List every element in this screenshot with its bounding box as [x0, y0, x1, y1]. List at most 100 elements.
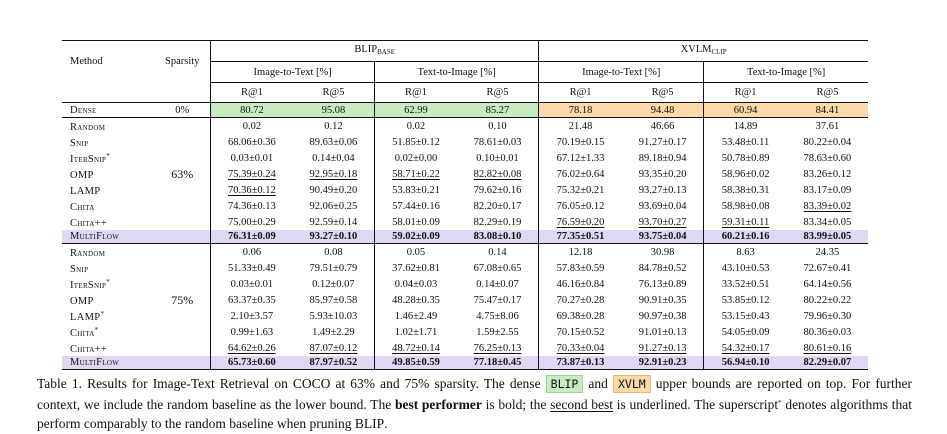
result-cell: 92.06±0.25 [293, 198, 375, 214]
dense-cell: 78.18 [538, 102, 622, 118]
result-value: 64.62±0.26 [228, 342, 276, 354]
caption-second: second best [550, 397, 614, 412]
result-cell: 58.71±0.22 [374, 166, 457, 182]
header-metric: R@1 [374, 82, 457, 103]
method-name: Dense [70, 104, 97, 116]
result-value: 70.33±0.04 [556, 342, 605, 354]
result-value: 93.35±0.20 [638, 168, 687, 180]
result-value: 58.38±0.31 [721, 184, 770, 196]
method-label: Chita++ [70, 344, 108, 356]
result-value: 68.06±0.36 [228, 136, 276, 148]
method-label: Random [70, 248, 106, 260]
result-value: 30.98 [650, 246, 675, 258]
result-cell: 58.96±0.02 [703, 166, 787, 182]
result-value: 83.34±0.05 [803, 216, 852, 228]
model-xvlm-name: XVLM [680, 44, 712, 55]
result-cell: 93.69±0.04 [622, 198, 704, 214]
result-cell: 91.27±0.17 [622, 134, 704, 150]
result-cell: 51.33±0.49 [210, 260, 293, 277]
caption-text: is bold; the [485, 397, 547, 412]
result-cell: 0.10±0.01 [457, 150, 539, 166]
result-cell: 14.89 [703, 117, 787, 134]
result-value: 0.02 [242, 120, 262, 132]
result-cell: 50.78±0.89 [703, 150, 787, 166]
result-cell-best: 82.29±0.07 [786, 356, 868, 370]
result-cell: 70.27±0.28 [538, 292, 622, 309]
result-value: 80.22±0.22 [803, 294, 852, 306]
result-cell-best: 92.91±0.23 [621, 356, 704, 370]
table-row: LAMP 70.36±0.12 90.49±0.20 53.83±0.21 79.62±… [62, 182, 868, 198]
result-cell: 46.16±0.84 [538, 276, 622, 293]
result-cell-best: 65.73±0.60 [210, 356, 293, 370]
result-value: 54.32±0.17 [721, 342, 770, 354]
result-value: 76.59±0.20 [556, 216, 605, 228]
result-value: 0.14 [488, 246, 507, 258]
result-cell: 82.29±0.19 [457, 214, 539, 230]
result-value: 53.48±0.11 [721, 136, 770, 148]
result-value: 90.97±0.38 [638, 310, 687, 322]
result-cell: 80.61±0.16 [787, 340, 868, 356]
result-cell: 37.62±0.81 [374, 260, 457, 277]
result-cell: 0.14±0.07 [457, 276, 539, 292]
result-value: 82.82±0.08 [473, 168, 522, 180]
result-value: 79.96±0.30 [803, 310, 852, 322]
result-value: 70.15±0.52 [556, 326, 605, 338]
result-cell: 30.98 [622, 244, 704, 261]
result-cell: 53.48±0.11 [703, 134, 787, 150]
sparsity-value [154, 182, 210, 198]
dense-cell: 60.94 [703, 102, 787, 118]
table-row: IterSnip* 0.03±0.01 0.12±0.07 0.04±0.03 0.14… [62, 276, 868, 293]
method-name: OMP [62, 166, 154, 182]
result-value: 79.62±0.16 [473, 184, 522, 196]
result-cell: 48.72±0.14 [374, 340, 457, 357]
result-value: 1.46±2.49 [394, 310, 438, 322]
result-cell: 70.19±0.15 [538, 134, 622, 150]
result-value: 1.49±2.29 [312, 326, 355, 338]
method-name: Chita [62, 198, 154, 214]
result-value: 0.05 [406, 246, 426, 258]
caption-text: Results for Image-Text Retrieval on COCO… [87, 376, 541, 391]
result-value: 58.01±0.09 [392, 216, 440, 228]
result-cell: 84.78±0.52 [622, 260, 704, 276]
result-cell: 75.00±0.29 [210, 214, 293, 230]
result-value: 58.96±0.02 [721, 168, 770, 180]
header-method: Method [70, 56, 103, 68]
result-cell: 78.63±0.60 [787, 150, 868, 166]
result-value: 0.06 [242, 246, 262, 258]
method-label: Chita++ [70, 218, 108, 229]
result-value: 12.18 [568, 246, 593, 258]
sparsity-value [154, 214, 210, 230]
result-value: 83.17±0.09 [803, 184, 852, 196]
result-cell: 79.51±0.79 [293, 260, 375, 276]
caption-text: . [384, 416, 388, 431]
method-name: LAMP* [62, 308, 154, 324]
multiflow-row: MultiFlow 65.73±0.60 87.97±0.52 49.85±0.59 7… [62, 356, 868, 370]
result-value: 24.35 [815, 246, 840, 258]
result-value: 74.36±0.13 [228, 200, 276, 212]
header-metric: R@1 [703, 82, 787, 103]
result-value: 0.04±0.03 [394, 278, 438, 290]
result-value: 48.72±0.14 [392, 342, 440, 354]
result-value: 0.10±0.01 [476, 152, 519, 164]
result-value: 1.02±1.71 [394, 326, 438, 338]
result-cell: 89.63±0.06 [293, 134, 375, 150]
result-cell: 64.62±0.26 [210, 340, 293, 357]
result-value: 72.67±0.41 [803, 262, 852, 274]
result-value: 93.27±0.13 [638, 184, 687, 196]
result-cell: 0.03±0.01 [210, 276, 293, 293]
result-value: 67.12±1.33 [556, 152, 605, 164]
result-cell: 76.59±0.20 [538, 214, 622, 230]
result-cell: 58.98±0.08 [703, 198, 787, 214]
result-cell: 0.05 [374, 243, 457, 261]
result-value: 87.07±0.12 [309, 342, 358, 354]
result-value: 83.26±0.12 [803, 168, 852, 180]
result-cell: 0.02 [210, 117, 293, 134]
dense-row: Dense 0% 80.72 95.08 62.99 85.27 78.18 9… [62, 102, 868, 118]
result-value: 93.70±0.27 [638, 216, 687, 228]
result-value: 0.10 [488, 120, 507, 132]
method-name: MultiFlow [62, 230, 155, 244]
table-row: Chita++ 75.00±0.29 92.59±0.14 58.01±0.09 82.… [62, 214, 868, 230]
header-metric: R@5 [651, 87, 674, 98]
result-cell: 76.13±0.89 [622, 276, 704, 292]
result-cell-best: 83.08±0.10 [456, 230, 539, 244]
